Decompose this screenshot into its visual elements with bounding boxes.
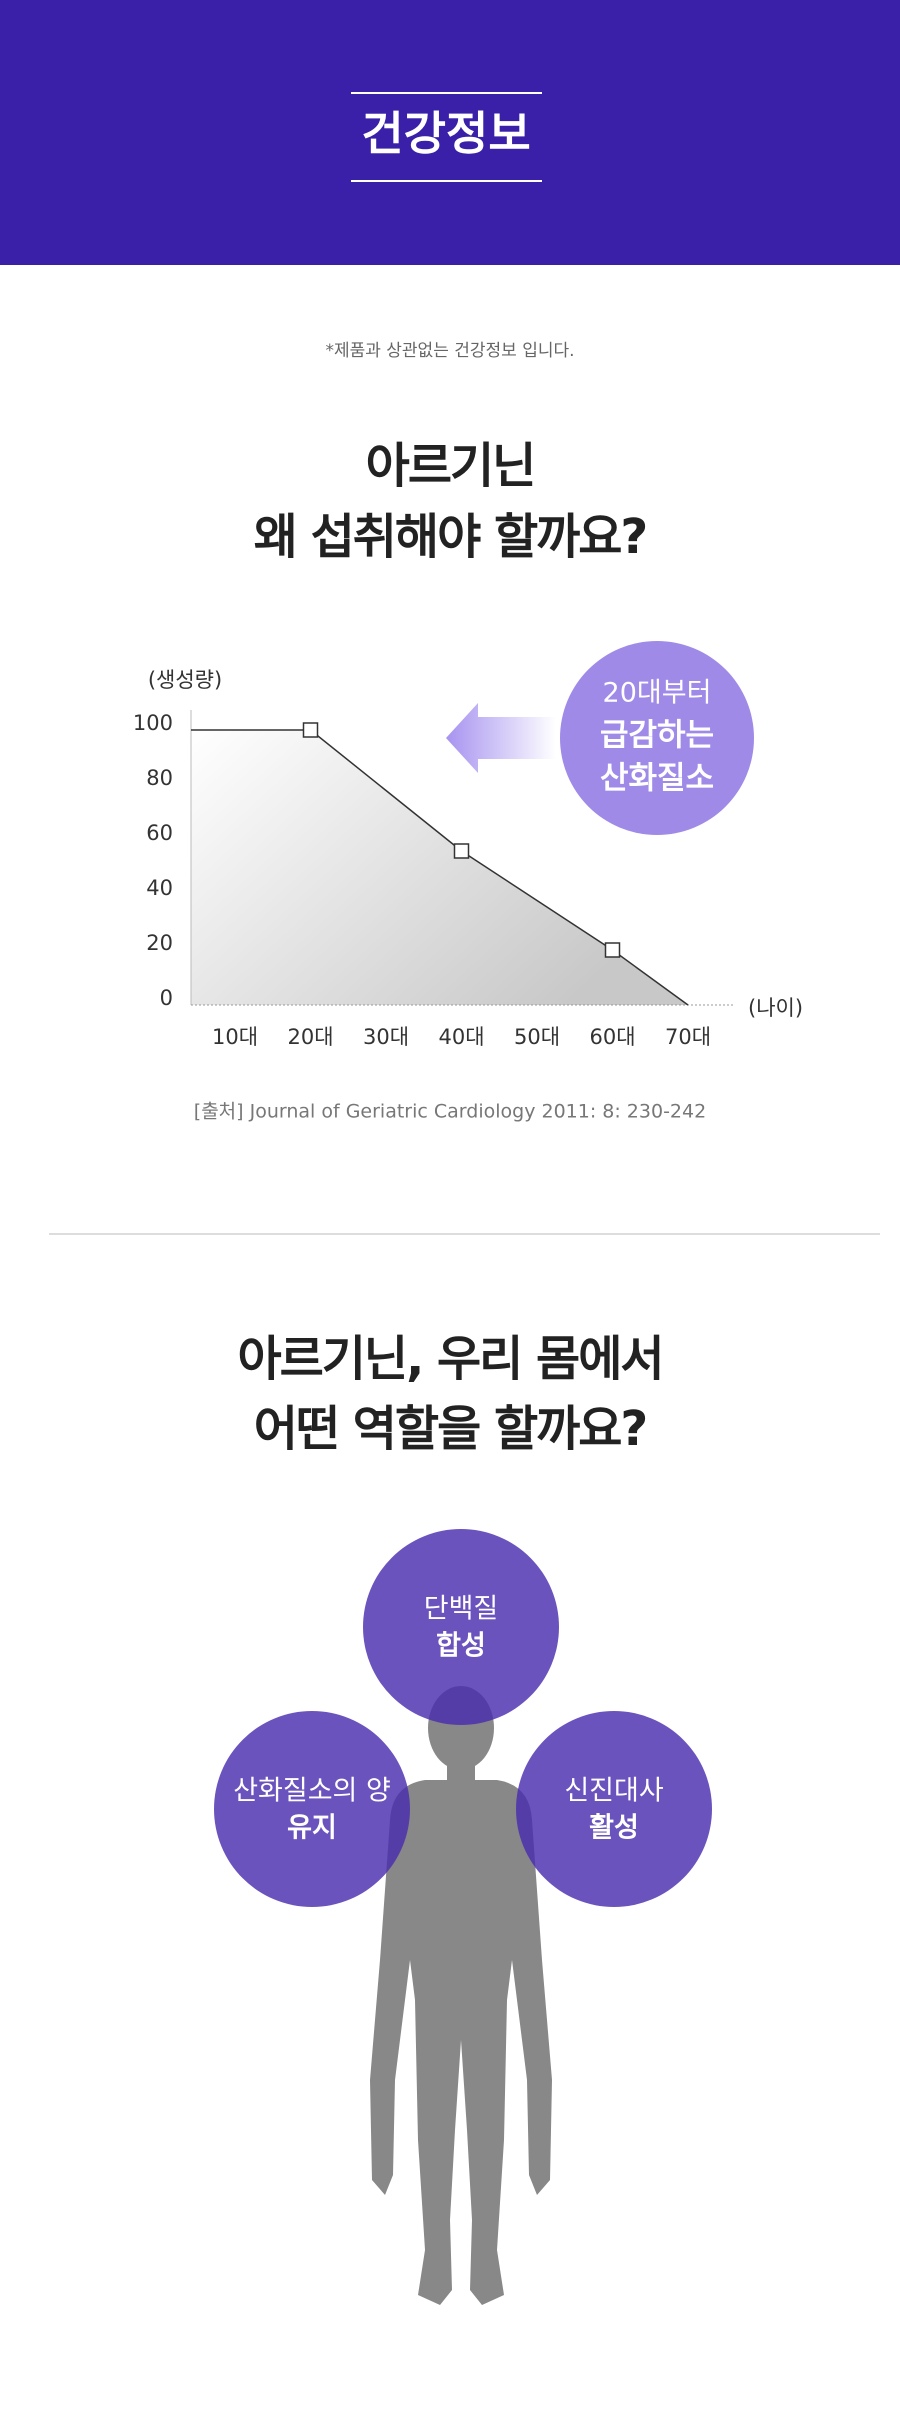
y-tick-label: 60 (146, 821, 173, 845)
area-fill (191, 730, 688, 1005)
role-circle (214, 1711, 410, 1907)
y-tick-label: 0 (160, 986, 173, 1010)
role-circle (363, 1529, 559, 1725)
x-axis-label: (나이) (748, 996, 803, 1020)
section-title: 왜 섭취해야 할까요? (254, 509, 647, 565)
role-circle (516, 1711, 712, 1907)
y-tick-label: 100 (133, 711, 173, 735)
callout-text: 산화질소 (600, 761, 714, 797)
x-tick-label: 70대 (665, 1025, 711, 1049)
y-tick-label: 40 (146, 876, 173, 900)
role-text: 신진대사 (564, 1776, 664, 1807)
callout-text: 20대부터 (603, 678, 712, 709)
section-title: 아르기닌, 우리 몸에서 (237, 1331, 662, 1387)
section-title: 아르기닌 (366, 438, 535, 494)
callout-text: 급감하는 (600, 718, 714, 754)
point-marker (604, 942, 621, 958)
point-marker (302, 722, 319, 738)
role-text: 유지 (287, 1813, 337, 1844)
header-title: 건강정보 (361, 107, 530, 161)
callout-circle (560, 641, 754, 835)
point-marker (453, 843, 470, 859)
y-axis-label: (생성량) (148, 668, 222, 692)
x-tick-label: 40대 (438, 1025, 484, 1049)
x-tick-label: 60대 (589, 1025, 635, 1049)
section-title: 어떤 역할을 할까요? (254, 1401, 647, 1457)
x-tick-label: 50대 (514, 1025, 560, 1049)
role-text: 단백질 (424, 1594, 499, 1625)
y-tick-label: 80 (146, 766, 173, 790)
header-band (0, 0, 900, 265)
role-text: 활성 (589, 1813, 639, 1844)
x-tick-label: 20대 (287, 1025, 333, 1049)
x-tick-label: 30대 (363, 1025, 409, 1049)
role-text: 산화질소의 양 (233, 1776, 391, 1807)
role-text: 합성 (436, 1631, 486, 1662)
y-tick-label: 20 (146, 931, 173, 955)
source: [출처] Journal of Geriatric Cardiology 201… (194, 1101, 706, 1123)
x-tick-label: 10대 (212, 1025, 258, 1049)
notice: *제품과 상관없는 건강정보 입니다. (325, 341, 574, 361)
arrow (446, 703, 556, 773)
